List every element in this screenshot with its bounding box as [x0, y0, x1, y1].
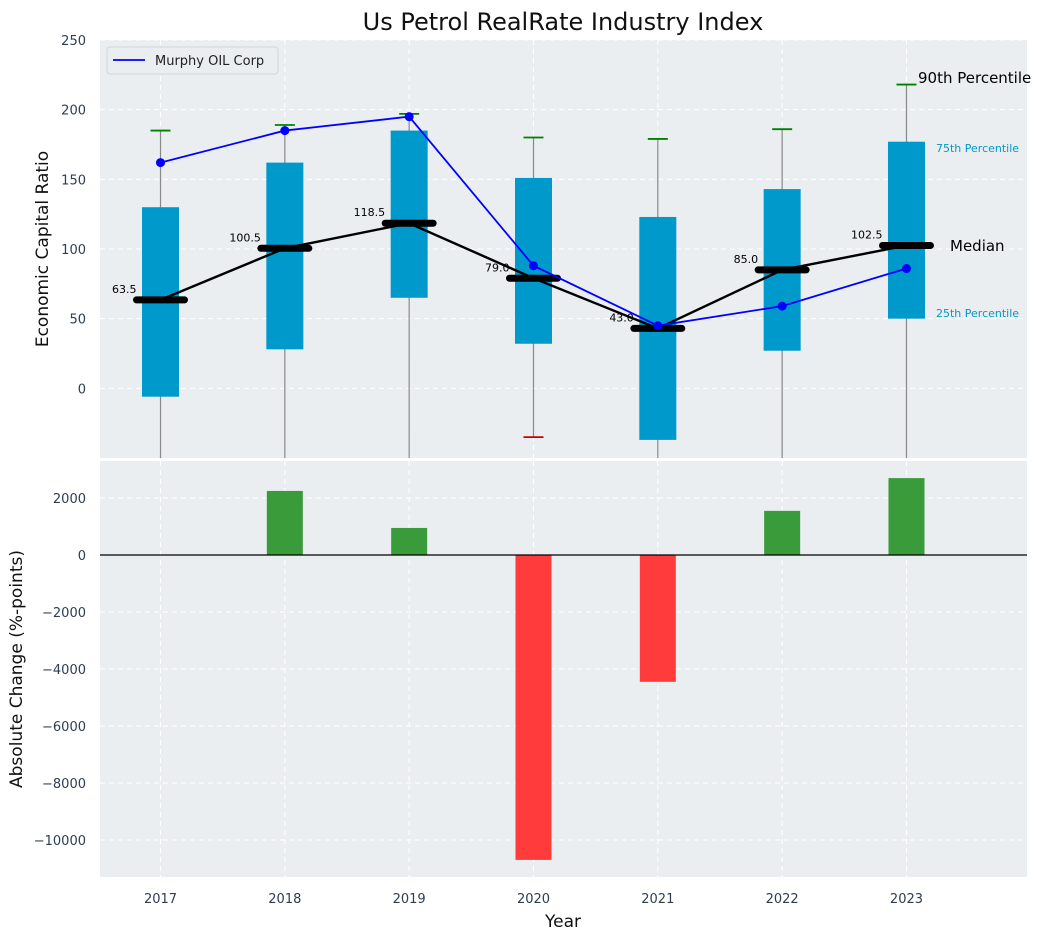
top-y-tick-label: 150: [61, 173, 86, 188]
change-bar: [515, 555, 552, 860]
x-tick-label: 2020: [517, 892, 550, 907]
top-y-tick-label: 50: [69, 313, 86, 328]
median-value-label: 43.0: [609, 311, 634, 324]
change-bar: [266, 490, 303, 556]
company-series-point: [528, 261, 538, 271]
legend[interactable]: Murphy OIL Corp: [106, 46, 279, 75]
company-series-point: [777, 301, 787, 311]
median-value-label: 102.5: [851, 229, 883, 242]
chart-title: Us Petrol RealRate Industry Index: [363, 8, 764, 36]
percentile-annotations: 90th Percentile 75th Percentile Median 2…: [918, 69, 1031, 320]
bottom-bars: [100, 478, 1027, 860]
x-axis-title: Year: [544, 912, 581, 932]
change-bar: [639, 555, 676, 682]
legend-label: Murphy OIL Corp: [155, 54, 264, 69]
top-y-tick-label: 250: [61, 34, 86, 49]
percentile-box: [390, 130, 428, 298]
x-tick-label: 2021: [641, 892, 674, 907]
bottom-y-tick-label: −2000: [42, 606, 86, 621]
top-y-axis-title: Economic Capital Ratio: [33, 151, 53, 347]
top-y-tick-label: 0: [78, 382, 86, 397]
median-value-label: 118.5: [354, 206, 386, 219]
bottom-y-tick-label: −8000: [42, 777, 86, 792]
company-series-point: [901, 264, 911, 274]
top-y-tick-label: 200: [61, 104, 86, 119]
change-bar: [888, 478, 925, 556]
bottom-y-tick-label: 0: [78, 549, 86, 564]
median-value-label: 79.0: [485, 261, 510, 274]
bottom-y-tick-label: −10000: [34, 834, 86, 849]
company-series-point: [653, 321, 663, 331]
median-value-label: 100.5: [229, 231, 261, 244]
median-value-label: 63.5: [112, 283, 137, 296]
x-tick-label: 2022: [766, 892, 799, 907]
annotation-90th-percentile: 90th Percentile: [918, 69, 1031, 87]
annotation-median: Median: [950, 237, 1005, 255]
x-tick-label: 2019: [393, 892, 426, 907]
top-marks: 63.5 100.5 118.5 79.0 43.0 85.0 102.5: [112, 83, 934, 458]
company-series-point: [280, 126, 290, 136]
bottom-y-tick-label: 2000: [53, 492, 86, 507]
x-tick-labels: 2017 2018 2019 2020 2021 2022 2023: [144, 892, 923, 907]
percentile-box: [514, 177, 552, 344]
company-series-point: [404, 112, 414, 122]
bottom-y-tick-label: −6000: [42, 720, 86, 735]
change-bar: [764, 510, 801, 556]
change-bar: [391, 527, 428, 556]
median-value-label: 85.0: [734, 253, 759, 266]
x-tick-label: 2017: [144, 892, 177, 907]
percentile-box: [266, 162, 304, 350]
legend-box: [106, 46, 279, 75]
company-series-point: [156, 158, 165, 168]
bottom-y-tick-labels: −10000 −8000 −6000 −4000 −2000 0 2000: [34, 492, 86, 849]
x-tick-label: 2018: [268, 892, 301, 907]
annotation-25th-percentile: 25th Percentile: [936, 307, 1019, 320]
bottom-y-axis-title: Absolute Change (%-points): [7, 550, 27, 788]
bottom-y-tick-label: −4000: [42, 663, 86, 678]
annotation-75th-percentile: 75th Percentile: [936, 142, 1019, 155]
percentile-box: [887, 141, 925, 319]
top-y-tick-label: 100: [61, 243, 86, 258]
top-y-tick-labels: 0 50 100 150 200 250: [61, 34, 86, 397]
bottom-panel: −10000 −8000 −6000 −4000 −2000 0 2000 2017 2018…: [7, 461, 1027, 932]
top-panel: 0 50 100 150 200 250 63.5 100.5 118.5 79.0 43.0 85…: [33, 34, 1031, 458]
x-tick-label: 2023: [890, 892, 923, 907]
